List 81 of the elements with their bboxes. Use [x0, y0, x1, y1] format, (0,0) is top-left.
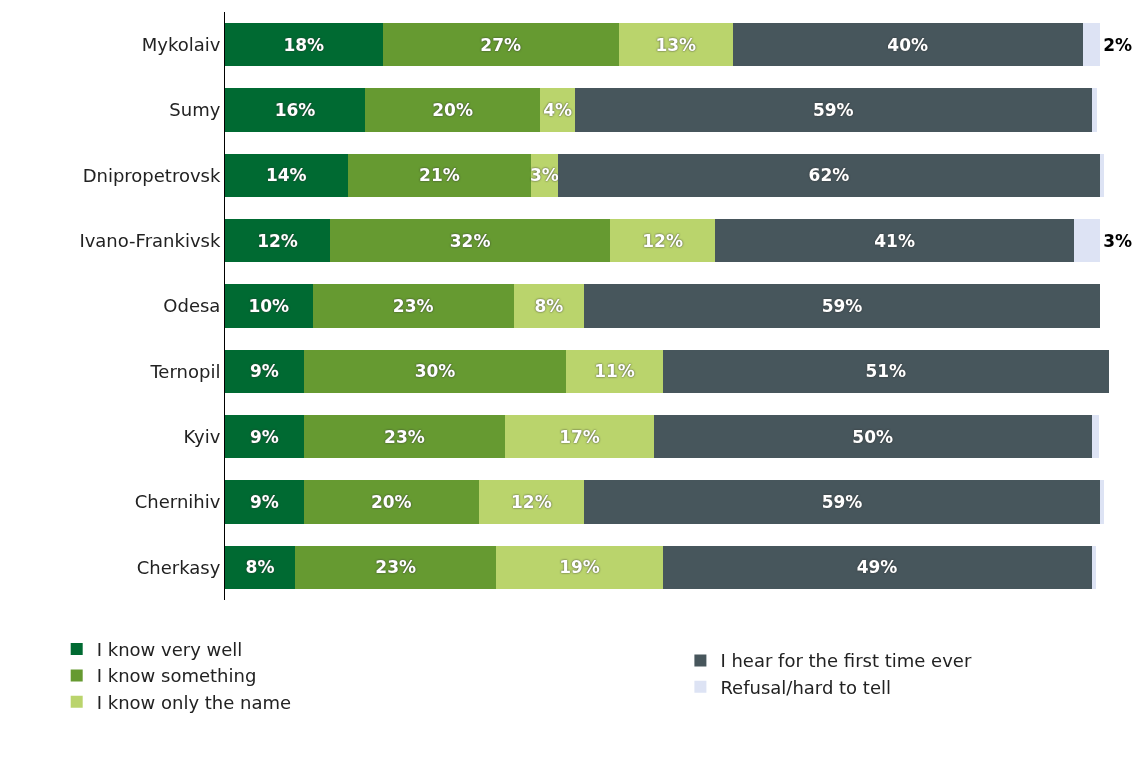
bar	[365, 88, 541, 132]
y-tick-label: Chernihiv	[134, 491, 221, 513]
bar	[557, 153, 1101, 197]
data-label: 13%	[655, 34, 697, 55]
data-label: 2%	[1103, 34, 1133, 55]
y-tick-label: Mykolaiv	[141, 33, 221, 55]
y-tick-label: Odesa	[163, 295, 221, 317]
bar	[1100, 153, 1104, 197]
bar	[330, 219, 611, 263]
data-label: 12%	[642, 230, 683, 251]
data-label: 18%	[283, 34, 325, 55]
bar	[662, 545, 1092, 589]
data-label: 41%	[874, 230, 915, 251]
data-label: 40%	[887, 34, 929, 55]
data-label: 3%	[1103, 230, 1133, 251]
legend-label: I hear for the first time ever	[720, 650, 972, 672]
data-label: 49%	[856, 557, 898, 578]
data-label: 9%	[249, 492, 279, 512]
data-label: 8%	[245, 557, 275, 578]
legend-label: I know only the name	[96, 691, 292, 713]
bar	[1091, 545, 1096, 589]
data-label: 32%	[449, 230, 491, 251]
bar	[575, 88, 1092, 132]
bar	[662, 349, 1109, 393]
bar	[653, 415, 1092, 459]
data-label: 62%	[808, 165, 850, 186]
data-label: 30%	[414, 361, 456, 382]
bar	[1091, 415, 1099, 459]
bar	[1082, 23, 1101, 67]
data-label: 23%	[375, 557, 417, 578]
data-label: 21%	[419, 165, 460, 186]
data-label: 59%	[821, 296, 863, 316]
bar	[1091, 88, 1097, 132]
data-label: 14%	[265, 165, 307, 186]
bar	[303, 480, 479, 524]
bar	[715, 219, 1074, 263]
data-label: 11%	[594, 361, 635, 382]
data-label: 19%	[559, 557, 600, 578]
data-label: 4%	[543, 100, 573, 120]
data-label: 8%	[534, 296, 564, 316]
bar	[225, 88, 366, 132]
legend-label: I know something	[96, 665, 257, 687]
data-label: 9%	[249, 361, 279, 382]
bar	[583, 480, 1101, 524]
data-label: 20%	[370, 492, 412, 512]
data-label: 27%	[480, 34, 522, 55]
y-tick-label: Ternopil	[149, 360, 221, 382]
bar	[347, 153, 532, 197]
bar	[312, 284, 514, 328]
bar	[303, 415, 506, 459]
bar	[225, 23, 383, 67]
bar	[496, 545, 663, 589]
data-label: 16%	[274, 100, 316, 120]
y-tick-label: Cherkasy	[136, 556, 221, 578]
y-tick-label: Dnipropetrovsk	[82, 164, 221, 186]
data-label: 10%	[248, 296, 290, 316]
data-label: 12%	[510, 492, 552, 512]
bar	[1100, 480, 1104, 524]
bar	[303, 349, 567, 393]
y-tick-label: Kyiv	[183, 425, 221, 447]
data-label: 51%	[865, 361, 907, 382]
y-tick-label: Ivano-Frankivsk	[79, 229, 221, 251]
data-label: 9%	[249, 426, 279, 447]
bar	[583, 284, 1101, 328]
legend-label: Refusal/hard to tell	[720, 676, 891, 698]
bar	[732, 23, 1083, 67]
data-label: 20%	[432, 100, 473, 120]
data-label: 3%	[530, 165, 559, 186]
bar	[382, 23, 619, 67]
data-label: 50%	[852, 426, 894, 447]
y-tick-label: Sumy	[169, 99, 221, 121]
data-label: 59%	[821, 492, 863, 512]
data-label: 23%	[384, 426, 425, 447]
data-label: 17%	[559, 426, 600, 447]
data-label: 23%	[392, 296, 434, 316]
data-label: 59%	[812, 100, 854, 120]
bar	[295, 545, 497, 589]
bar	[505, 415, 654, 459]
legend-label: I know very well	[96, 639, 243, 661]
data-label: 12%	[257, 230, 298, 251]
bar	[1073, 219, 1101, 263]
